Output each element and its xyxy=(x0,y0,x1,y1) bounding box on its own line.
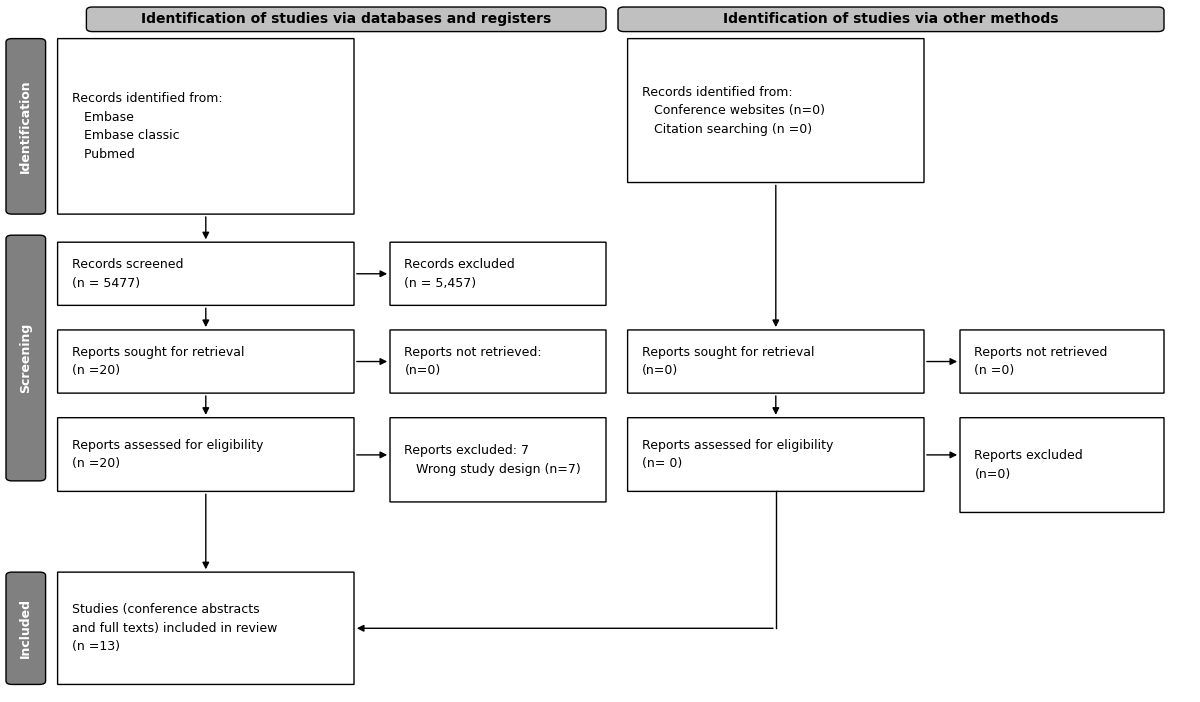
Text: Reports assessed for eligibility
(n =20): Reports assessed for eligibility (n =20) xyxy=(72,439,263,470)
FancyBboxPatch shape xyxy=(628,418,924,491)
Text: Reports assessed for eligibility
(n= 0): Reports assessed for eligibility (n= 0) xyxy=(642,439,833,470)
FancyBboxPatch shape xyxy=(6,39,46,214)
Text: Screening: Screening xyxy=(19,323,32,393)
Text: Reports not retrieved:
(n=0): Reports not retrieved: (n=0) xyxy=(404,346,542,377)
FancyBboxPatch shape xyxy=(390,330,606,393)
FancyBboxPatch shape xyxy=(58,572,354,684)
FancyBboxPatch shape xyxy=(628,39,924,183)
FancyBboxPatch shape xyxy=(390,418,606,502)
Text: Records excluded
(n = 5,457): Records excluded (n = 5,457) xyxy=(404,258,515,289)
Text: Reports excluded: 7
   Wrong study design (n=7): Reports excluded: 7 Wrong study design (… xyxy=(404,444,581,475)
FancyBboxPatch shape xyxy=(6,235,46,481)
Text: Identification of studies via databases and registers: Identification of studies via databases … xyxy=(142,13,551,26)
FancyBboxPatch shape xyxy=(58,242,354,305)
Text: Reports excluded
(n=0): Reports excluded (n=0) xyxy=(974,449,1084,481)
FancyBboxPatch shape xyxy=(628,330,924,393)
Text: Records identified from:
   Conference websites (n=0)
   Citation searching (n =: Records identified from: Conference webs… xyxy=(642,86,826,135)
Text: Identification of studies via other methods: Identification of studies via other meth… xyxy=(724,13,1058,26)
Text: Included: Included xyxy=(19,598,32,658)
Text: Identification: Identification xyxy=(19,79,32,173)
Text: Reports sought for retrieval
(n=0): Reports sought for retrieval (n=0) xyxy=(642,346,815,377)
Text: Reports not retrieved
(n =0): Reports not retrieved (n =0) xyxy=(974,346,1108,377)
Text: Reports sought for retrieval
(n =20): Reports sought for retrieval (n =20) xyxy=(72,346,245,377)
Text: Records screened
(n = 5477): Records screened (n = 5477) xyxy=(72,258,184,289)
FancyBboxPatch shape xyxy=(58,418,354,491)
FancyBboxPatch shape xyxy=(6,572,46,684)
Text: Records identified from:
   Embase
   Embase classic
   Pubmed: Records identified from: Embase Embase c… xyxy=(72,92,223,161)
FancyBboxPatch shape xyxy=(960,330,1164,393)
Text: Studies (conference abstracts
and full texts) included in review
(n =13): Studies (conference abstracts and full t… xyxy=(72,603,277,654)
FancyBboxPatch shape xyxy=(960,418,1164,512)
FancyBboxPatch shape xyxy=(618,7,1164,32)
FancyBboxPatch shape xyxy=(58,39,354,214)
FancyBboxPatch shape xyxy=(58,330,354,393)
FancyBboxPatch shape xyxy=(390,242,606,305)
FancyBboxPatch shape xyxy=(86,7,606,32)
